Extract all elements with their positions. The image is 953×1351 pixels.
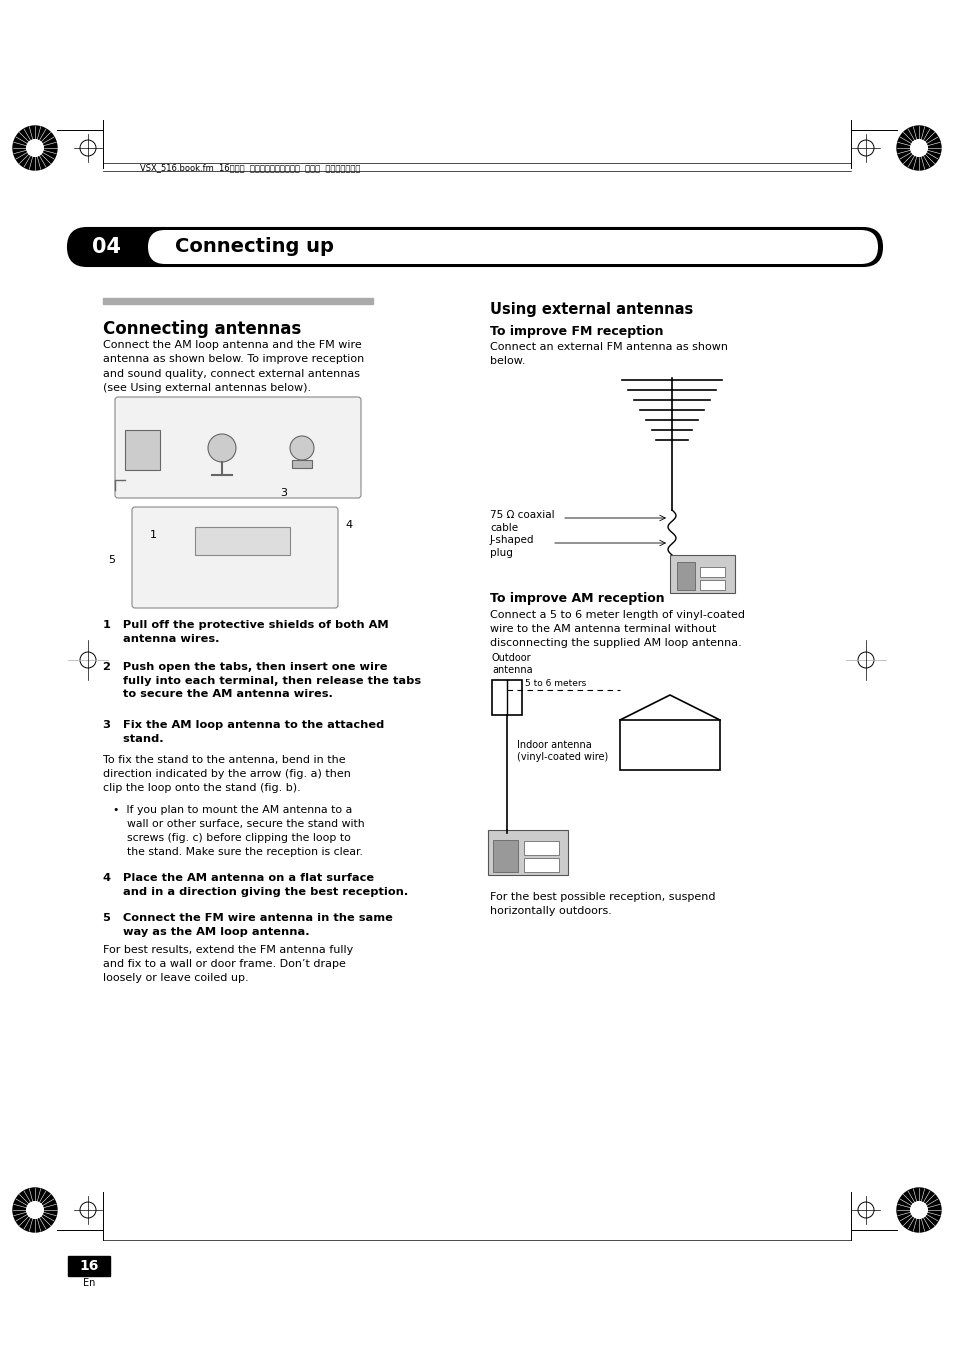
Text: 3: 3 — [280, 488, 287, 499]
FancyBboxPatch shape — [148, 230, 877, 263]
Text: fig. a: fig. a — [132, 407, 155, 415]
FancyBboxPatch shape — [132, 507, 337, 608]
Bar — [523, 858, 558, 871]
Text: Connect the AM loop antenna and the FM wire
antenna as shown below. To improve r: Connect the AM loop antenna and the FM w… — [103, 340, 364, 393]
Bar — [488, 830, 567, 875]
Text: Connecting up: Connecting up — [174, 238, 334, 257]
Text: Outdoor
antenna: Outdoor antenna — [492, 653, 532, 676]
Text: 1   Pull off the protective shields of both AM
     antenna wires.: 1 Pull off the protective shields of bot… — [103, 620, 388, 643]
Bar — [669, 555, 734, 593]
Text: To improve AM reception: To improve AM reception — [490, 592, 664, 605]
Circle shape — [27, 139, 43, 157]
Circle shape — [208, 434, 235, 462]
Bar — [292, 459, 312, 467]
Text: To improve FM reception: To improve FM reception — [490, 326, 662, 338]
Circle shape — [290, 436, 314, 459]
Text: To fix the stand to the antenna, bend in the
direction indicated by the arrow (f: To fix the stand to the antenna, bend in… — [103, 755, 351, 793]
Text: Indoor antenna
(vinyl-coated wire): Indoor antenna (vinyl-coated wire) — [517, 740, 608, 762]
Text: 04: 04 — [92, 236, 121, 257]
Text: Connecting antennas: Connecting antennas — [103, 320, 301, 338]
Text: 3   Fix the AM loop antenna to the attached
     stand.: 3 Fix the AM loop antenna to the attache… — [103, 720, 384, 743]
Text: VSX_516.book.fm  16ページ  ２００６年２月２１日  火曜日  午後４時５２分: VSX_516.book.fm 16ページ ２００６年２月２１日 火曜日 午後４… — [140, 163, 360, 173]
Text: For the best possible reception, suspend
horizontally outdoors.: For the best possible reception, suspend… — [490, 892, 715, 916]
Text: Connect a 5 to 6 meter length of vinyl-coated
wire to the AM antenna terminal wi: Connect a 5 to 6 meter length of vinyl-c… — [490, 611, 744, 648]
Text: 1: 1 — [150, 530, 157, 540]
Text: For best results, extend the FM antenna fully
and fix to a wall or door frame. D: For best results, extend the FM antenna … — [103, 944, 353, 984]
Bar — [125, 430, 160, 470]
Circle shape — [896, 126, 940, 170]
Text: 4: 4 — [345, 520, 352, 530]
Text: fig. b: fig. b — [210, 407, 233, 415]
Text: J-shaped
plug: J-shaped plug — [490, 535, 534, 558]
Text: 2   Push open the tabs, then insert one wire
     fully into each terminal, then: 2 Push open the tabs, then insert one wi… — [103, 662, 420, 700]
Bar — [700, 567, 724, 577]
Bar — [523, 842, 558, 855]
Text: Using external antennas: Using external antennas — [490, 303, 693, 317]
FancyBboxPatch shape — [68, 228, 882, 266]
Circle shape — [27, 1201, 43, 1219]
FancyBboxPatch shape — [115, 397, 360, 499]
Text: En: En — [83, 1278, 95, 1288]
Bar — [194, 527, 290, 555]
Text: fig. c: fig. c — [292, 407, 314, 415]
Circle shape — [910, 1201, 926, 1219]
Text: 16: 16 — [79, 1259, 98, 1273]
Text: •  If you plan to mount the AM antenna to a
    wall or other surface, secure th: • If you plan to mount the AM antenna to… — [112, 805, 364, 857]
Bar — [700, 580, 724, 590]
Text: 2: 2 — [225, 530, 232, 540]
Text: Connect an external FM antenna as shown
below.: Connect an external FM antenna as shown … — [490, 342, 727, 366]
Text: 5: 5 — [108, 555, 115, 565]
Text: 5   Connect the FM wire antenna in the same
     way as the AM loop antenna.: 5 Connect the FM wire antenna in the sam… — [103, 913, 393, 936]
Bar — [493, 840, 517, 871]
Circle shape — [896, 1188, 940, 1232]
Bar — [492, 680, 521, 715]
Bar — [677, 562, 695, 590]
Bar — [103, 299, 373, 304]
Circle shape — [910, 139, 926, 157]
Text: 5 to 6 meters: 5 to 6 meters — [525, 680, 586, 688]
Circle shape — [13, 126, 57, 170]
Bar — [619, 720, 720, 770]
Bar — [68, 1256, 110, 1275]
Text: 75 Ω coaxial
cable: 75 Ω coaxial cable — [490, 509, 554, 534]
Circle shape — [13, 1188, 57, 1232]
Text: 4   Place the AM antenna on a flat surface
     and in a direction giving the be: 4 Place the AM antenna on a flat surface… — [103, 873, 408, 897]
